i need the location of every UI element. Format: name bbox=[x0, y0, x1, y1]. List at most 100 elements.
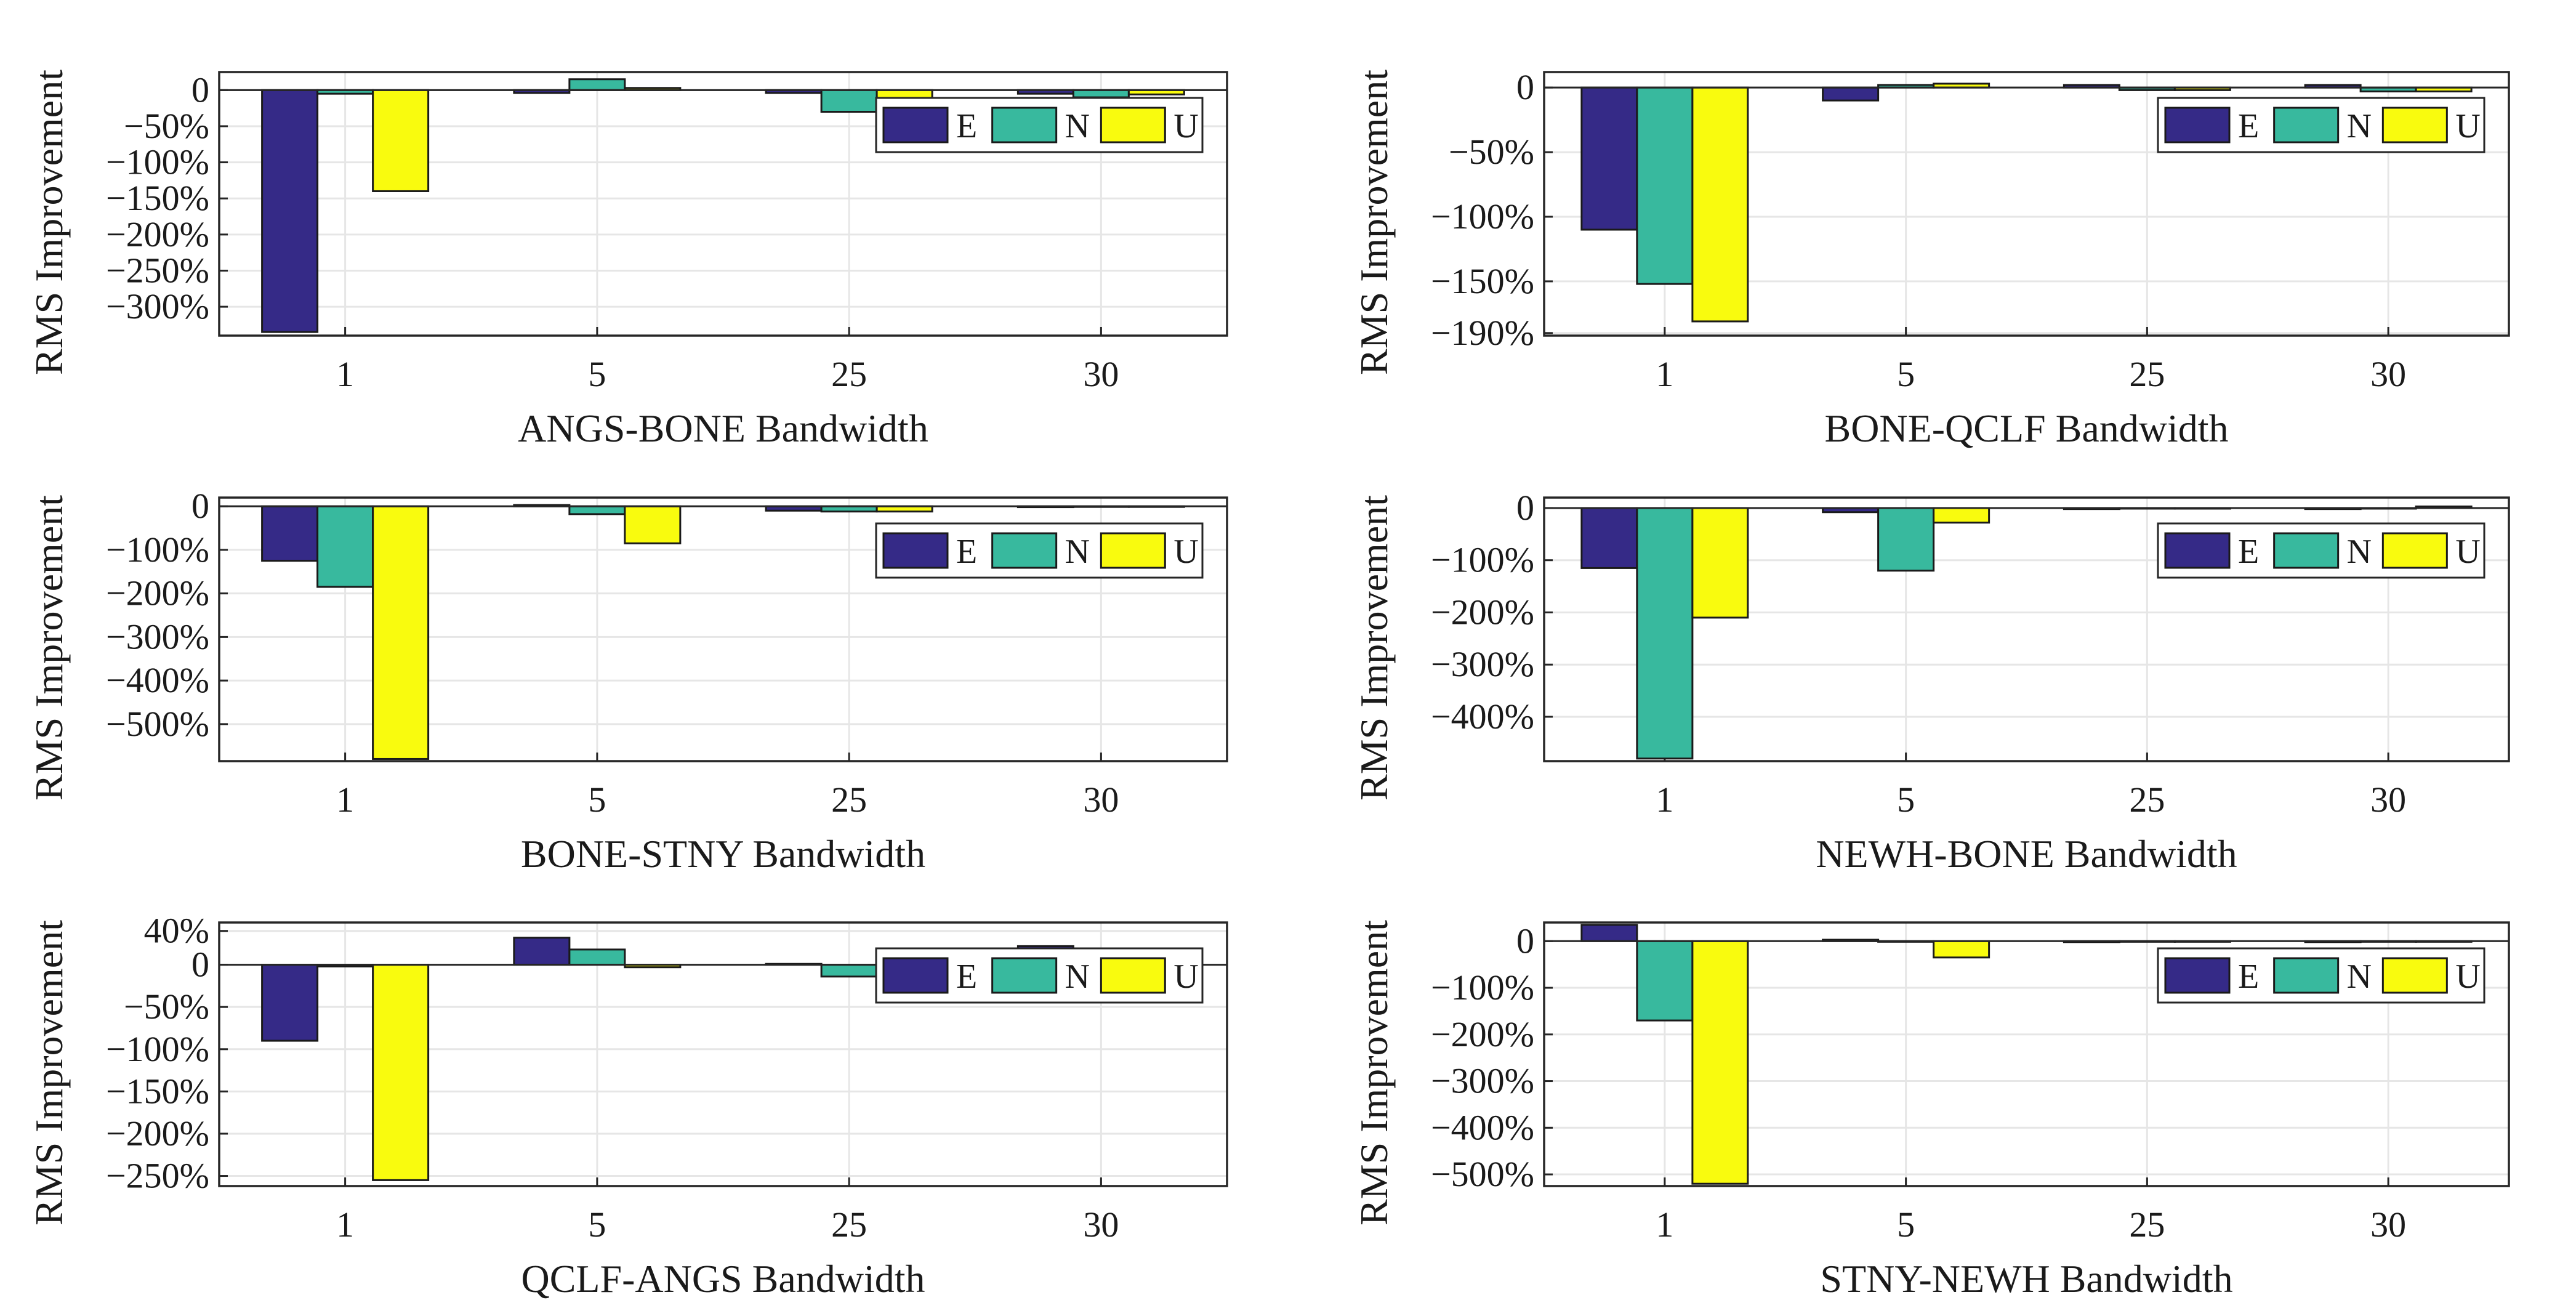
y-tick-label: −100% bbox=[106, 530, 209, 570]
legend-label-n: N bbox=[2347, 533, 2372, 571]
y-axis-title: RMS Improvement bbox=[1352, 495, 1396, 801]
bar-e-5 bbox=[513, 937, 571, 966]
x-tick-label: 5 bbox=[588, 780, 606, 820]
axes-box bbox=[1543, 921, 2510, 1187]
bar-u-1 bbox=[372, 89, 430, 192]
bar-e-5 bbox=[1822, 86, 1880, 102]
legend-label-u: U bbox=[1173, 533, 1198, 571]
y-axis-title: RMS Improvement bbox=[1352, 70, 1396, 375]
y-tick-label: −300% bbox=[1431, 1061, 1534, 1101]
legend-swatch-e bbox=[2164, 107, 2231, 143]
legend-swatch-e bbox=[882, 532, 949, 569]
bar-u-1 bbox=[372, 964, 430, 1181]
bar-u-5 bbox=[1933, 507, 1990, 524]
y-axis-title: RMS Improvement bbox=[27, 495, 71, 801]
x-tick-label: 25 bbox=[2129, 780, 2165, 820]
bar-n-25 bbox=[820, 89, 878, 113]
legend-label-u: U bbox=[2455, 533, 2480, 571]
legend-label-e: E bbox=[956, 533, 977, 571]
y-axis-title: RMS Improvement bbox=[27, 70, 71, 375]
y-tick-label: −100% bbox=[106, 142, 209, 182]
bar-n-1 bbox=[1636, 86, 1694, 285]
bar-n-5 bbox=[568, 78, 626, 91]
legend-label-n: N bbox=[1065, 533, 1090, 571]
y-tick-label: −100% bbox=[1431, 967, 1534, 1007]
chart-panel-4: 0 −100% −200% −300% −400% 1 5 25 30 NEWH-BONE Ban… bbox=[1352, 488, 2510, 876]
x-tick-label: 30 bbox=[2370, 780, 2406, 820]
x-axis-title: ANGS-BONE Bandwidth bbox=[518, 406, 928, 450]
legend-swatch-n bbox=[2273, 107, 2340, 143]
y-tick-label: −400% bbox=[106, 660, 209, 700]
bar-e-1 bbox=[1580, 507, 1638, 569]
y-tick-label: −300% bbox=[106, 286, 209, 326]
legend-label-e: E bbox=[2238, 533, 2259, 571]
axes-box bbox=[218, 496, 1228, 762]
chart-panel-6: 0 −100% −200% −300% −400% −500% 1 5 25 30 STNY-NEW… bbox=[1352, 920, 2510, 1301]
legend-swatch-e bbox=[882, 107, 949, 143]
y-tick-label: −250% bbox=[106, 1156, 209, 1196]
x-tick-label: 25 bbox=[2129, 354, 2165, 394]
legend-swatch-n bbox=[991, 532, 1058, 569]
legend-swatch-u bbox=[1100, 107, 1166, 143]
y-tick-label: −300% bbox=[106, 616, 209, 656]
bar-u-1 bbox=[1691, 86, 1749, 323]
x-tick-label: 5 bbox=[1897, 1205, 1915, 1245]
y-tick-label: −500% bbox=[1431, 1154, 1534, 1194]
axes-box bbox=[218, 71, 1228, 337]
y-tick-label: 0 bbox=[191, 945, 209, 985]
y-axis-title: RMS Improvement bbox=[27, 920, 71, 1225]
bar-e-1 bbox=[261, 89, 319, 333]
legend-swatch-u bbox=[1100, 532, 1166, 569]
x-axis-title: NEWH-BONE Bandwidth bbox=[1816, 832, 2237, 876]
y-tick-label: −500% bbox=[106, 704, 209, 744]
y-tick-label: −400% bbox=[1431, 696, 1534, 737]
y-tick-label: −200% bbox=[106, 214, 209, 254]
x-tick-label: 1 bbox=[1656, 780, 1673, 820]
y-tick-label: −400% bbox=[1431, 1107, 1534, 1147]
legend-label-e: E bbox=[956, 958, 977, 996]
y-tick-label: −150% bbox=[106, 178, 209, 218]
x-axis-title: BONE-STNY Bandwidth bbox=[521, 832, 925, 876]
y-tick-label: −300% bbox=[1431, 644, 1534, 684]
y-tick-label: −250% bbox=[106, 250, 209, 290]
y-tick-label: 0 bbox=[191, 70, 209, 110]
x-tick-label: 5 bbox=[588, 354, 606, 394]
y-tick-label: −150% bbox=[1431, 261, 1534, 301]
legend-swatch-n bbox=[991, 957, 1058, 994]
legend-swatch-e bbox=[2164, 957, 2231, 994]
legend-label-n: N bbox=[2347, 107, 2372, 145]
legend-swatch-u bbox=[2381, 532, 2448, 569]
legend-label-u: U bbox=[2455, 958, 2480, 996]
bar-e-1 bbox=[1580, 924, 1638, 942]
bar-e-1 bbox=[261, 505, 319, 562]
legend-swatch-n bbox=[2273, 532, 2340, 569]
x-tick-label: 5 bbox=[1897, 354, 1915, 394]
bar-u-1 bbox=[1691, 940, 1749, 1185]
y-tick-label: 40% bbox=[144, 911, 209, 951]
x-axis-title: BONE-QCLF Bandwidth bbox=[1825, 406, 2229, 450]
bar-n-5 bbox=[568, 505, 626, 515]
y-tick-label: −50% bbox=[1449, 132, 1534, 172]
legend-swatch-u bbox=[2381, 957, 2448, 994]
bar-u-1 bbox=[1691, 507, 1749, 619]
y-tick-label: 0 bbox=[1516, 67, 1534, 107]
legend-label-u: U bbox=[1173, 958, 1198, 996]
legend-swatch-e bbox=[2164, 532, 2231, 569]
y-tick-label: −200% bbox=[106, 1113, 209, 1153]
legend-label-n: N bbox=[1065, 107, 1090, 145]
axes-box bbox=[1543, 496, 2510, 762]
legend-label-n: N bbox=[2347, 958, 2372, 996]
y-tick-label: −50% bbox=[124, 987, 209, 1027]
x-tick-label: 25 bbox=[831, 354, 867, 394]
y-axis-title: RMS Improvement bbox=[1352, 920, 1396, 1225]
chart-panel-5: 40%0−50%−100%−150%−200%−250% 1 5 25 30 QCLF-A… bbox=[27, 911, 1228, 1301]
legend-swatch-u bbox=[2381, 107, 2448, 143]
legend-label-e: E bbox=[2238, 958, 2259, 996]
bar-n-5 bbox=[1877, 507, 1935, 572]
y-tick-label: −100% bbox=[106, 1029, 209, 1069]
x-tick-label: 30 bbox=[1083, 354, 1119, 394]
